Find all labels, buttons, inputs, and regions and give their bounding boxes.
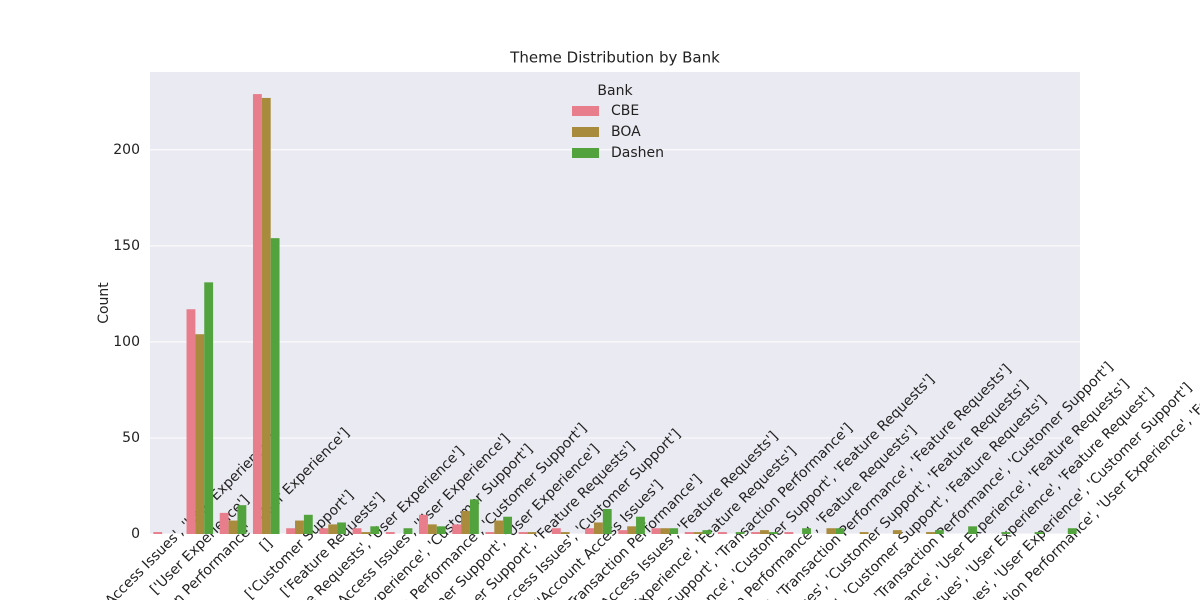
bar bbox=[153, 532, 163, 534]
legend-swatch bbox=[572, 127, 599, 137]
bar bbox=[934, 530, 944, 534]
y-tick-label: 0 bbox=[131, 526, 140, 542]
bar bbox=[228, 520, 238, 534]
legend-label: Dashen bbox=[611, 145, 664, 161]
y-tick-label: 150 bbox=[113, 238, 140, 254]
bar bbox=[295, 520, 304, 534]
y-tick-label: 50 bbox=[122, 430, 140, 446]
bar bbox=[370, 526, 380, 534]
bar bbox=[385, 532, 395, 534]
bar bbox=[195, 334, 205, 534]
bar bbox=[237, 505, 247, 534]
bar bbox=[684, 532, 694, 534]
legend-label: BOA bbox=[611, 124, 641, 140]
bar bbox=[651, 528, 661, 534]
x-tick-label: [] bbox=[257, 535, 276, 554]
bar bbox=[1001, 532, 1011, 534]
bar bbox=[926, 532, 935, 534]
bar bbox=[461, 510, 470, 534]
bar bbox=[436, 526, 446, 534]
bar bbox=[968, 526, 978, 534]
bar bbox=[427, 524, 437, 534]
legend-swatch bbox=[572, 148, 599, 158]
bar bbox=[261, 97, 271, 534]
y-tick-label: 100 bbox=[113, 334, 140, 350]
legend-label: CBE bbox=[611, 103, 639, 119]
bar bbox=[518, 532, 528, 534]
bar bbox=[835, 528, 845, 534]
bar bbox=[494, 520, 504, 534]
bar bbox=[627, 526, 637, 534]
bar bbox=[859, 532, 869, 534]
bar bbox=[717, 532, 727, 534]
legend-title: Bank bbox=[597, 83, 633, 99]
bar bbox=[660, 528, 670, 534]
bar bbox=[252, 94, 262, 534]
bar bbox=[337, 522, 346, 534]
bar bbox=[669, 528, 679, 534]
bar bbox=[760, 530, 769, 534]
chart-title: Theme Distribution by Bank bbox=[509, 49, 720, 67]
bar bbox=[352, 528, 362, 534]
bar bbox=[1067, 528, 1077, 534]
bar bbox=[751, 532, 761, 534]
bar bbox=[618, 530, 628, 534]
bar bbox=[768, 532, 778, 534]
bar bbox=[784, 532, 794, 534]
bar bbox=[602, 509, 612, 534]
bar bbox=[892, 530, 902, 534]
bar bbox=[303, 514, 313, 534]
bar bbox=[204, 282, 214, 534]
bar bbox=[485, 532, 495, 534]
bar bbox=[585, 528, 594, 534]
bar bbox=[527, 532, 537, 534]
bar bbox=[219, 512, 229, 534]
bar bbox=[186, 309, 196, 534]
bar bbox=[1034, 532, 1044, 534]
bar bbox=[469, 499, 479, 534]
bar bbox=[802, 528, 811, 534]
bar bbox=[270, 238, 280, 534]
legend-swatch bbox=[572, 106, 599, 116]
bar bbox=[593, 522, 603, 534]
bar bbox=[319, 528, 329, 534]
bar bbox=[693, 532, 703, 534]
bar bbox=[328, 524, 338, 534]
plot-area bbox=[150, 72, 1080, 534]
bar bbox=[403, 528, 413, 534]
y-axis-label: Count bbox=[96, 282, 112, 324]
bar bbox=[452, 524, 462, 534]
bar bbox=[419, 514, 428, 534]
bar bbox=[826, 528, 836, 534]
y-tick-label: 200 bbox=[113, 142, 140, 158]
bar bbox=[636, 516, 645, 534]
bar bbox=[361, 532, 371, 534]
bar bbox=[551, 528, 561, 534]
bar bbox=[735, 532, 745, 534]
bar bbox=[503, 516, 513, 534]
bar bbox=[560, 532, 570, 534]
bar bbox=[286, 528, 296, 534]
bar bbox=[702, 530, 712, 534]
